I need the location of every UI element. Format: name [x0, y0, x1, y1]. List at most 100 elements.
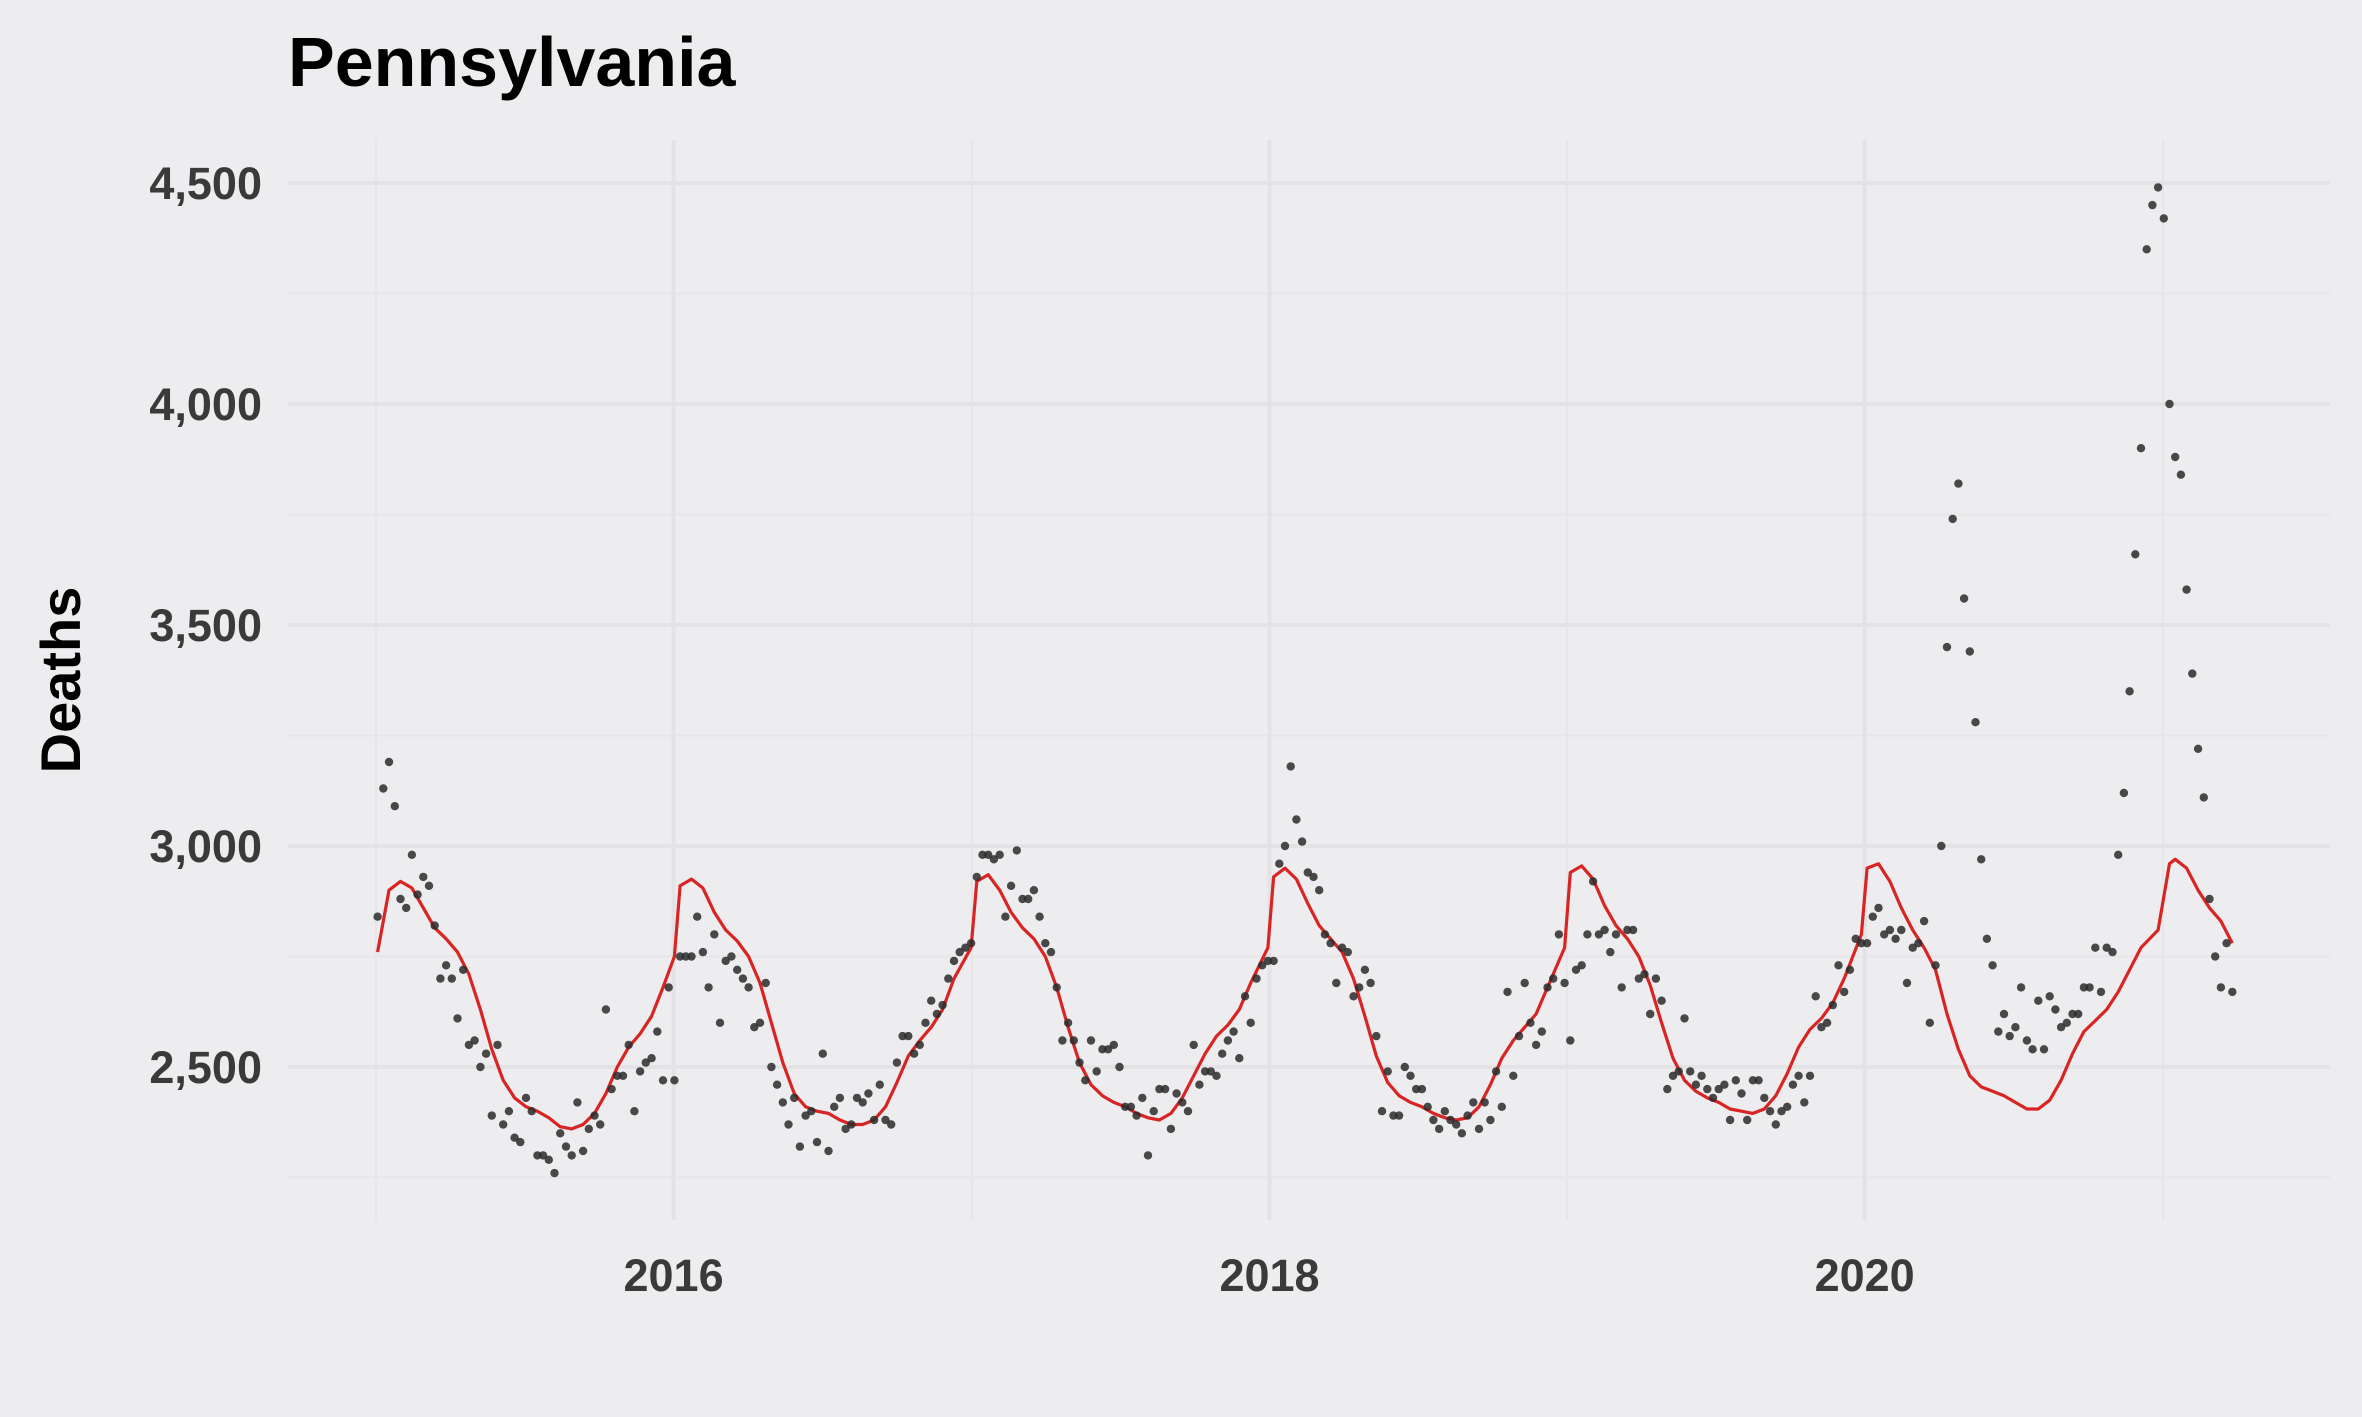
data-point: [1258, 961, 1267, 970]
data-point: [949, 956, 959, 966]
data-point: [1012, 846, 1021, 855]
data-point: [1994, 1027, 2003, 1036]
data-point: [1999, 1009, 2009, 1019]
data-point: [2211, 952, 2220, 961]
data-point: [499, 1120, 508, 1129]
data-point: [2131, 550, 2140, 559]
data-point: [630, 1107, 639, 1116]
data-point: [1383, 1067, 1392, 1076]
data-point: [2034, 996, 2043, 1005]
data-point: [1600, 925, 1609, 935]
data-point: [1634, 974, 1644, 983]
data-point: [670, 1076, 679, 1085]
data-point: [504, 1107, 514, 1116]
data-point: [1046, 947, 1056, 957]
data-point: [2182, 585, 2191, 594]
data-point: [1874, 903, 1883, 913]
data-point: [544, 1155, 553, 1165]
data-point: [807, 1107, 816, 1116]
data-point: [824, 1146, 833, 1156]
y-axis-tick-labels: 2,500 3,000 3,500 4,000 4,500: [149, 158, 262, 1093]
data-point: [2199, 793, 2208, 802]
data-point: [1275, 859, 1284, 868]
data-point: [1914, 939, 1923, 948]
data-point: [641, 1058, 650, 1067]
data-point: [1303, 868, 1313, 877]
data-point: [624, 1040, 633, 1050]
data-point: [453, 1014, 462, 1023]
y-tick-label: 3,000: [149, 821, 262, 872]
data-point: [1509, 1071, 1518, 1081]
data-point: [658, 1076, 668, 1085]
data-point: [887, 1120, 896, 1129]
y-tick-label: 4,000: [149, 379, 262, 430]
data-point: [2159, 214, 2168, 223]
data-point: [584, 1124, 593, 1134]
data-point: [2205, 894, 2214, 904]
data-point: [481, 1049, 491, 1058]
data-point: [1942, 642, 1952, 652]
data-point: [573, 1098, 582, 1107]
data-point: [1081, 1076, 1090, 1085]
data-point: [1394, 1111, 1404, 1120]
data-point: [1406, 1071, 1415, 1081]
data-point: [1315, 886, 1324, 895]
data-point: [1800, 1098, 1809, 1107]
data-point: [430, 921, 439, 930]
data-point: [396, 894, 405, 904]
data-point: [1851, 934, 1860, 943]
data-point: [790, 1093, 799, 1103]
data-point: [1720, 1080, 1729, 1089]
data-point: [2091, 943, 2100, 952]
data-point: [2096, 987, 2106, 997]
data-point: [750, 1022, 759, 1032]
data-point: [921, 1018, 930, 1027]
y-tick-label: 2,500: [149, 1042, 262, 1093]
data-point: [961, 943, 970, 952]
data-point: [698, 947, 708, 957]
data-point: [995, 850, 1004, 859]
data-point: [727, 952, 736, 961]
data-point: [1297, 837, 1307, 846]
data-point: [704, 983, 713, 992]
data-point: [2108, 947, 2117, 957]
data-point: [909, 1049, 919, 1058]
data-point: [1737, 1089, 1746, 1098]
data-point: [596, 1120, 605, 1129]
data-point: [1360, 965, 1370, 974]
data-point: [1189, 1040, 1198, 1050]
data-point: [1822, 1018, 1832, 1027]
data-point: [2176, 470, 2186, 479]
data-point: [436, 974, 445, 983]
data-point: [1703, 1084, 1712, 1094]
data-point: [2022, 1036, 2032, 1045]
data-point: [710, 930, 719, 939]
data-point: [1811, 992, 1820, 1001]
data-point: [1218, 1049, 1227, 1058]
data-point: [1366, 978, 1375, 988]
data-point: [2153, 183, 2163, 192]
data-point: [1206, 1067, 1216, 1076]
data-point: [1446, 1115, 1455, 1125]
data-point: [424, 881, 434, 890]
data-point: [1452, 1120, 1461, 1129]
data-point: [1052, 983, 1061, 992]
points-layer: [373, 183, 2237, 1178]
data-point: [1948, 514, 1957, 524]
data-point: [738, 974, 748, 983]
data-point: [835, 1093, 845, 1103]
data-point: [1309, 872, 1318, 882]
data-point: [2045, 992, 2054, 1001]
data-point: [1514, 1031, 1524, 1041]
x-tick-label: 2016: [624, 1250, 724, 1301]
data-point: [2136, 444, 2146, 453]
data-point: [1891, 934, 1900, 943]
data-point: [419, 872, 428, 882]
data-point: [2216, 983, 2226, 992]
data-point: [2016, 983, 2026, 992]
data-point: [1988, 961, 1997, 970]
data-point: [2085, 983, 2094, 992]
data-point: [1571, 965, 1581, 974]
data-point: [1834, 961, 1843, 970]
